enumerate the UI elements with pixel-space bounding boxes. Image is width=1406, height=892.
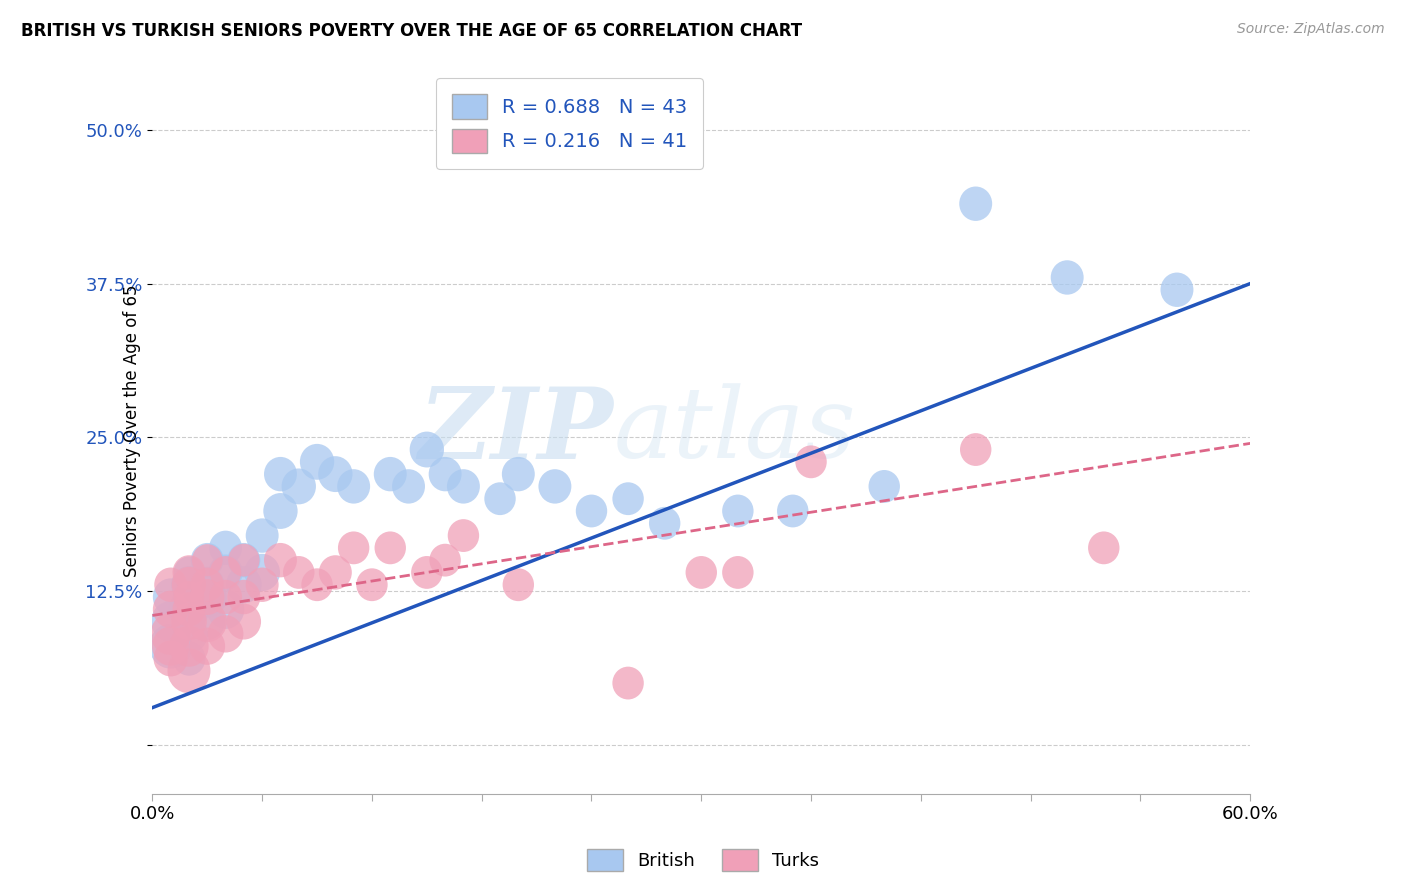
Ellipse shape: [209, 580, 242, 615]
Ellipse shape: [1050, 260, 1084, 294]
Ellipse shape: [190, 566, 225, 603]
Ellipse shape: [374, 532, 406, 565]
Ellipse shape: [152, 626, 190, 665]
Ellipse shape: [191, 567, 224, 602]
Ellipse shape: [173, 592, 205, 626]
Ellipse shape: [169, 625, 208, 666]
Ellipse shape: [264, 457, 297, 491]
Ellipse shape: [301, 568, 333, 601]
Ellipse shape: [502, 568, 534, 601]
Ellipse shape: [245, 554, 280, 591]
Ellipse shape: [208, 615, 243, 653]
Ellipse shape: [228, 543, 260, 577]
Ellipse shape: [172, 566, 207, 603]
Ellipse shape: [208, 555, 243, 591]
Text: Source: ZipAtlas.com: Source: ZipAtlas.com: [1237, 22, 1385, 37]
Ellipse shape: [191, 543, 224, 577]
Ellipse shape: [409, 432, 444, 467]
Ellipse shape: [190, 579, 225, 615]
Ellipse shape: [173, 555, 205, 590]
Ellipse shape: [318, 456, 353, 492]
Ellipse shape: [172, 566, 207, 603]
Ellipse shape: [796, 445, 827, 478]
Ellipse shape: [209, 531, 242, 565]
Ellipse shape: [337, 532, 370, 565]
Ellipse shape: [411, 556, 443, 589]
Ellipse shape: [187, 601, 226, 642]
Text: BRITISH VS TURKISH SENIORS POVERTY OVER THE AGE OF 65 CORRELATION CHART: BRITISH VS TURKISH SENIORS POVERTY OVER …: [21, 22, 803, 40]
Ellipse shape: [155, 567, 187, 602]
Ellipse shape: [153, 640, 188, 676]
Legend: British, Turks: British, Turks: [579, 842, 827, 879]
Ellipse shape: [299, 444, 335, 480]
Ellipse shape: [392, 469, 425, 504]
Ellipse shape: [447, 519, 479, 552]
Ellipse shape: [153, 591, 188, 628]
Ellipse shape: [207, 590, 245, 629]
Legend: R = 0.688   N = 43, R = 0.216   N = 41: R = 0.688 N = 43, R = 0.216 N = 41: [436, 78, 703, 169]
Ellipse shape: [228, 580, 260, 615]
Ellipse shape: [169, 588, 209, 631]
Ellipse shape: [246, 567, 278, 602]
Ellipse shape: [281, 468, 316, 504]
Ellipse shape: [484, 483, 516, 515]
Ellipse shape: [1088, 532, 1119, 565]
Ellipse shape: [960, 434, 991, 466]
Ellipse shape: [502, 457, 534, 491]
Ellipse shape: [149, 624, 193, 669]
Text: ZIP: ZIP: [419, 383, 613, 479]
Ellipse shape: [263, 493, 298, 529]
Ellipse shape: [174, 557, 204, 589]
Y-axis label: Seniors Poverty Over the Age of 65: Seniors Poverty Over the Age of 65: [124, 285, 141, 577]
Ellipse shape: [356, 568, 388, 601]
Ellipse shape: [173, 641, 205, 675]
Ellipse shape: [650, 507, 681, 540]
Ellipse shape: [226, 566, 262, 603]
Ellipse shape: [869, 470, 900, 503]
Ellipse shape: [576, 494, 607, 527]
Ellipse shape: [447, 469, 479, 504]
Ellipse shape: [283, 556, 315, 589]
Ellipse shape: [374, 457, 406, 491]
Ellipse shape: [429, 457, 461, 491]
Ellipse shape: [686, 556, 717, 589]
Ellipse shape: [723, 556, 754, 589]
Ellipse shape: [187, 576, 226, 617]
Ellipse shape: [173, 580, 205, 615]
Ellipse shape: [778, 494, 808, 527]
Ellipse shape: [429, 544, 461, 576]
Ellipse shape: [150, 601, 190, 642]
Ellipse shape: [170, 615, 208, 654]
Ellipse shape: [228, 544, 260, 576]
Ellipse shape: [613, 666, 644, 699]
Ellipse shape: [190, 603, 225, 640]
Ellipse shape: [613, 483, 644, 515]
Ellipse shape: [193, 544, 222, 576]
Ellipse shape: [264, 543, 297, 577]
Ellipse shape: [226, 604, 262, 640]
Ellipse shape: [538, 469, 571, 504]
Ellipse shape: [174, 581, 204, 613]
Ellipse shape: [959, 186, 993, 221]
Ellipse shape: [723, 494, 754, 527]
Ellipse shape: [337, 469, 370, 504]
Ellipse shape: [167, 648, 211, 693]
Ellipse shape: [153, 578, 188, 615]
Ellipse shape: [150, 613, 191, 655]
Ellipse shape: [319, 555, 352, 590]
Ellipse shape: [209, 556, 242, 589]
Ellipse shape: [190, 628, 225, 665]
Text: atlas: atlas: [613, 384, 856, 479]
Ellipse shape: [172, 603, 207, 640]
Ellipse shape: [1160, 273, 1194, 307]
Ellipse shape: [246, 518, 278, 553]
